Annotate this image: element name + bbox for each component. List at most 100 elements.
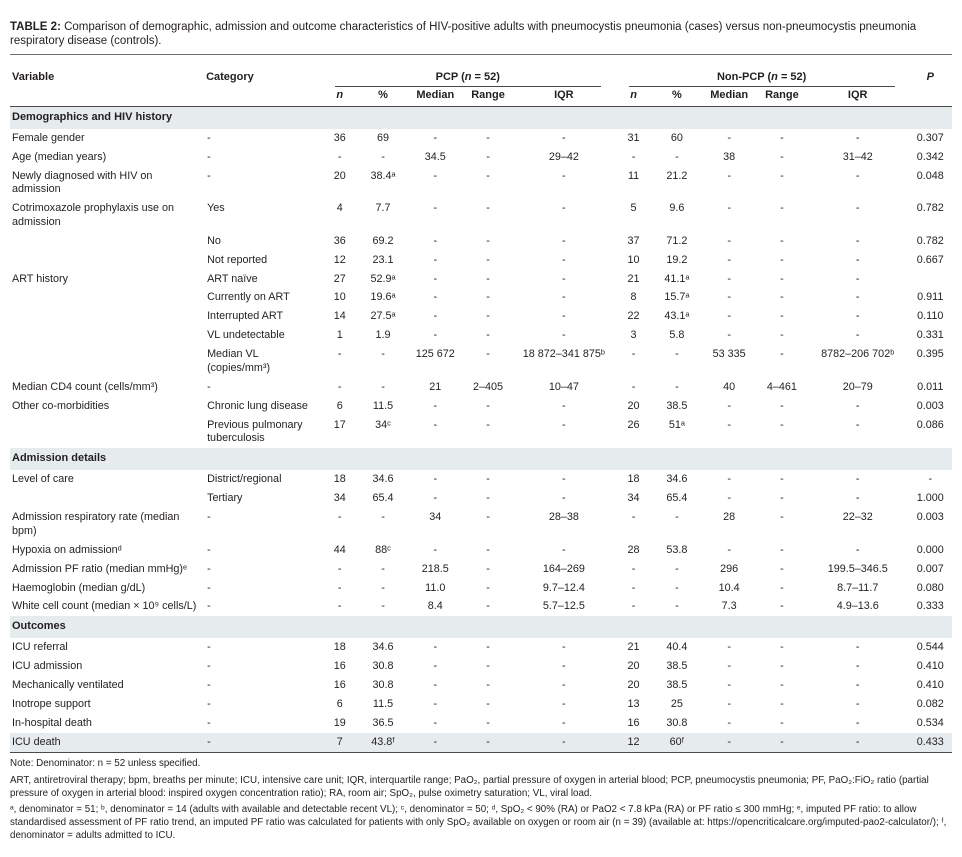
cell-pcp-range: -	[486, 169, 490, 182]
cell-nonpcp-median: -	[727, 310, 731, 323]
cell-p-value: 0.110	[917, 310, 944, 323]
cell-pcp-range: -	[486, 329, 490, 342]
cell-pcp-iqr: -	[562, 641, 566, 654]
cell-pcp-median: -	[433, 679, 438, 692]
cell-pcp-n: -	[337, 562, 342, 575]
cell-nonpcp-n: -	[631, 348, 636, 361]
cell-pcp-iqr: 28–38	[548, 511, 579, 524]
cell-nonpcp-pct: -	[675, 562, 679, 575]
cell-category: -	[207, 131, 211, 144]
cell-nonpcp-median: -	[727, 131, 731, 144]
cell-nonpcp-iqr: -	[855, 310, 860, 323]
cell-nonpcp-iqr: -	[855, 543, 860, 556]
table-row: Hypoxia on admissionᵈ - 44 88ᶜ - - - 28 53.8 - - - 0…	[10, 541, 952, 560]
cell-variable: Inotrope support	[12, 698, 91, 711]
group-pcp-prefix: PCP (	[435, 70, 465, 83]
cell-pcp-pct: 27.5ᵃ	[370, 310, 396, 323]
table-subheader-row: n % Median Range IQR n % Median Range IQ…	[10, 86, 952, 107]
cell-pcp-range: 2–405	[473, 380, 504, 393]
cell-nonpcp-median: -	[727, 418, 731, 431]
cell-p-value: 0.007	[916, 562, 944, 575]
cell-nonpcp-range: -	[780, 272, 784, 285]
cell-pcp-iqr: -	[562, 329, 566, 342]
cell-pcp-n: 7	[320, 733, 359, 754]
cell-nonpcp-iqr: -	[855, 418, 860, 431]
cell-pcp-pct: 52.9ᵃ	[370, 272, 396, 285]
group-nonpcp-prefix: Non-PCP (	[716, 70, 772, 83]
cell-pcp-pct: -	[381, 380, 385, 393]
cell-pcp-range: -	[486, 150, 490, 163]
note-abbreviations: ART, antiretroviral therapy; bpm, breath…	[10, 774, 929, 799]
cell-p-value: 0.433	[908, 733, 952, 754]
cell-category: -	[207, 543, 211, 556]
cell-pcp-iqr: -	[562, 473, 566, 486]
cell-pcp-pct: 38.4ᵃ	[370, 169, 396, 182]
group-nonpcp-n: n	[771, 70, 778, 83]
cell-pcp-n: 27	[333, 272, 346, 285]
cell-pcp-n: 18	[333, 641, 346, 654]
table-header: Variable Category PCP (n = 52) Non-PCP (…	[10, 66, 952, 107]
cell-pcp-median: -	[433, 329, 438, 342]
cell-pcp-range: -	[486, 202, 490, 215]
cell-p-value: 0.782	[916, 202, 944, 215]
cell-nonpcp-iqr: -	[855, 272, 860, 285]
cell-category: -	[207, 150, 211, 163]
cell-nonpcp-range: -	[780, 581, 784, 594]
section-header-row: Demographics and HIV history	[10, 106, 952, 129]
cell-pcp-range: -	[486, 473, 490, 486]
table-row: White cell count (median × 10⁹ cells/L) -…	[10, 597, 952, 616]
cell-nonpcp-median: -	[727, 169, 731, 182]
cell-pcp-range: -	[486, 348, 490, 361]
cell-pcp-median: -	[433, 234, 438, 247]
cell-pcp-iqr: 10–47	[548, 380, 579, 393]
cell-pcp-range: -	[486, 418, 490, 431]
cell-pcp-median: -	[433, 641, 438, 654]
cell-pcp-n: 12	[333, 253, 346, 266]
cell-nonpcp-range: -	[780, 660, 784, 673]
cell-pcp-n: -	[337, 348, 342, 361]
cell-nonpcp-range: -	[780, 543, 784, 556]
cell-nonpcp-pct: 40.4	[666, 641, 688, 654]
cell-p-value: 0.911	[917, 291, 944, 304]
cell-pcp-iqr: -	[562, 679, 566, 692]
table-title-label: TABLE 2:	[10, 20, 61, 33]
cell-category: -	[204, 733, 321, 754]
cell-nonpcp-iqr: 199.5–346.5	[827, 562, 888, 575]
cell-nonpcp-median: -	[727, 329, 731, 342]
cell-pcp-iqr: -	[562, 660, 566, 673]
cell-nonpcp-n: -	[631, 150, 636, 163]
cell-pcp-median: -	[433, 660, 438, 673]
cell-category: Yes	[207, 202, 225, 215]
cell-pcp-iqr: -	[562, 291, 566, 304]
cell-nonpcp-median: 53 335	[712, 348, 746, 361]
cell-nonpcp-range: -	[780, 234, 784, 247]
cell-variable: ART history	[12, 272, 69, 285]
cell-p-value: 0.333	[916, 600, 944, 613]
cell-category: ART naïve	[207, 272, 258, 285]
cell-nonpcp-n: 5	[630, 202, 637, 215]
cell-pcp-pct: 34.6	[372, 473, 394, 486]
cell-pcp-iqr: -	[562, 698, 566, 711]
table-row: Admission PF ratio (median mmHg)ᵉ - - - 218.…	[10, 560, 952, 579]
cell-pcp-pct: 36.5	[372, 717, 394, 730]
cell-variable: Age (median years)	[12, 150, 107, 163]
cell-nonpcp-median: -	[727, 234, 731, 247]
cell-p-value: 0.048	[916, 169, 944, 182]
cell-pcp-iqr: -	[512, 733, 615, 754]
col-header-nonpcp-pct: %	[652, 86, 702, 107]
cell-pcp-range: -	[486, 131, 490, 144]
table-notes: Note: Denominator: n = 52 unless specifi…	[10, 758, 952, 842]
cell-category: No	[207, 234, 221, 247]
cell-pcp-pct: -	[381, 150, 385, 163]
cell-category: -	[207, 600, 211, 613]
cell-pcp-pct: 69.2	[372, 234, 394, 247]
cell-pcp-median: -	[433, 543, 438, 556]
cell-p-value: 0.011	[917, 380, 944, 393]
cell-pcp-n: -	[337, 600, 342, 613]
cell-pcp-n: 36	[333, 234, 346, 247]
cell-nonpcp-median: -	[727, 660, 731, 673]
col-header-nonpcp-iqr: IQR	[806, 86, 909, 107]
cell-pcp-pct: 7.7	[375, 202, 391, 215]
cell-pcp-range: -	[486, 291, 490, 304]
cell-category: VL undetectable	[207, 329, 285, 342]
